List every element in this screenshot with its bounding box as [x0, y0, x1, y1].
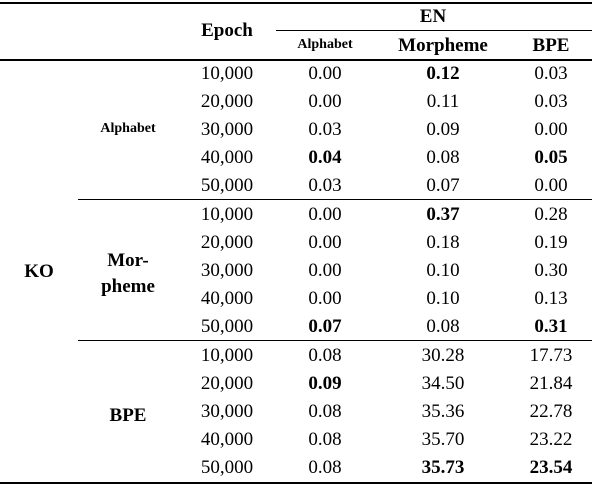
- ko-row-label: KO: [24, 261, 54, 282]
- table-row-epoch: 30,000: [200, 260, 254, 281]
- table-row-epoch: 50,000: [200, 316, 254, 337]
- morpheme-column-header: Morpheme: [398, 35, 488, 56]
- group-label-morpheme-line2: pheme: [101, 276, 155, 297]
- table-cell-bpe: 17.73: [529, 345, 573, 366]
- table-cell-bpe: 0.30: [534, 260, 568, 281]
- table-cell-bpe: 0.19: [534, 232, 568, 253]
- table-row-epoch: 20,000: [200, 232, 254, 253]
- table-cell-alphabet: 0.00: [308, 232, 342, 253]
- group-label-alphabet: Alphabet: [100, 121, 156, 136]
- table-cell-morpheme: 0.09: [426, 119, 460, 140]
- group-rule-1: [78, 199, 592, 200]
- table-cell-bpe: 0.31: [534, 316, 568, 337]
- table-cell-bpe: 23.22: [529, 429, 573, 450]
- table-cell-morpheme: 0.11: [426, 91, 460, 112]
- top-rule: [0, 2, 592, 4]
- en-header: EN: [419, 6, 447, 27]
- alphabet-column-header: Alphabet: [297, 37, 353, 52]
- table-row-epoch: 40,000: [200, 429, 254, 450]
- table-cell-bpe: 23.54: [529, 457, 573, 478]
- table-cell-bpe: 0.03: [534, 91, 568, 112]
- table-row-epoch: 10,000: [200, 345, 254, 366]
- header-rule: [0, 59, 592, 61]
- table-row-epoch: 20,000: [200, 373, 254, 394]
- table-cell-morpheme: 35.36: [421, 401, 465, 422]
- group-label-bpe: BPE: [109, 405, 147, 426]
- table-cell-morpheme: 34.50: [421, 373, 465, 394]
- bpe-column-header: BPE: [532, 35, 570, 56]
- table-cell-morpheme: 0.08: [426, 316, 460, 337]
- table-row-epoch: 40,000: [200, 288, 254, 309]
- table-row-epoch: 40,000: [200, 147, 254, 168]
- table-cell-morpheme: 0.10: [426, 288, 460, 309]
- table-cell-alphabet: 0.00: [308, 63, 342, 84]
- table-cell-alphabet: 0.08: [308, 429, 342, 450]
- table-cell-bpe: 22.78: [529, 401, 573, 422]
- group-label-morpheme-line1: Mor-: [107, 250, 149, 271]
- en-underline: [276, 30, 592, 31]
- table-cell-bpe: 0.03: [534, 63, 568, 84]
- table-cell-bpe: 0.00: [534, 175, 568, 196]
- table-cell-morpheme: 0.07: [426, 175, 460, 196]
- table-cell-morpheme: 35.70: [421, 429, 465, 450]
- table-cell-morpheme: 0.08: [426, 147, 460, 168]
- table-cell-morpheme: 0.37: [426, 204, 460, 225]
- table-cell-alphabet: 0.08: [308, 401, 342, 422]
- table-cell-morpheme: 35.73: [421, 457, 465, 478]
- table-row-epoch: 50,000: [200, 175, 254, 196]
- table-cell-alphabet: 0.09: [308, 373, 342, 394]
- table-cell-alphabet: 0.04: [308, 147, 342, 168]
- epoch-header: Epoch: [201, 20, 253, 41]
- group-rule-2: [78, 340, 592, 341]
- table-cell-alphabet: 0.00: [308, 91, 342, 112]
- table-cell-morpheme: 0.10: [426, 260, 460, 281]
- table-cell-morpheme: 0.18: [426, 232, 460, 253]
- table-cell-morpheme: 30.28: [421, 345, 465, 366]
- table-cell-alphabet: 0.08: [308, 345, 342, 366]
- table-cell-alphabet: 0.00: [308, 204, 342, 225]
- table-cell-bpe: 21.84: [529, 373, 573, 394]
- table-row-epoch: 30,000: [200, 119, 254, 140]
- table-cell-bpe: 0.00: [534, 119, 568, 140]
- table-row-epoch: 20,000: [200, 91, 254, 112]
- table-cell-bpe: 0.05: [534, 147, 568, 168]
- table-cell-alphabet: 0.07: [308, 316, 342, 337]
- table-row-epoch: 10,000: [200, 204, 254, 225]
- table-cell-alphabet: 0.00: [308, 260, 342, 281]
- table-cell-alphabet: 0.03: [308, 175, 342, 196]
- table-cell-alphabet: 0.08: [308, 457, 342, 478]
- table-row-epoch: 30,000: [200, 401, 254, 422]
- table-cell-bpe: 0.13: [534, 288, 568, 309]
- bottom-rule: [0, 482, 592, 484]
- table-cell-alphabet: 0.00: [308, 288, 342, 309]
- table-cell-morpheme: 0.12: [426, 63, 460, 84]
- table-cell-bpe: 0.28: [534, 204, 568, 225]
- table-cell-alphabet: 0.03: [308, 119, 342, 140]
- table-row-epoch: 10,000: [200, 63, 254, 84]
- table-row-epoch: 50,000: [200, 457, 254, 478]
